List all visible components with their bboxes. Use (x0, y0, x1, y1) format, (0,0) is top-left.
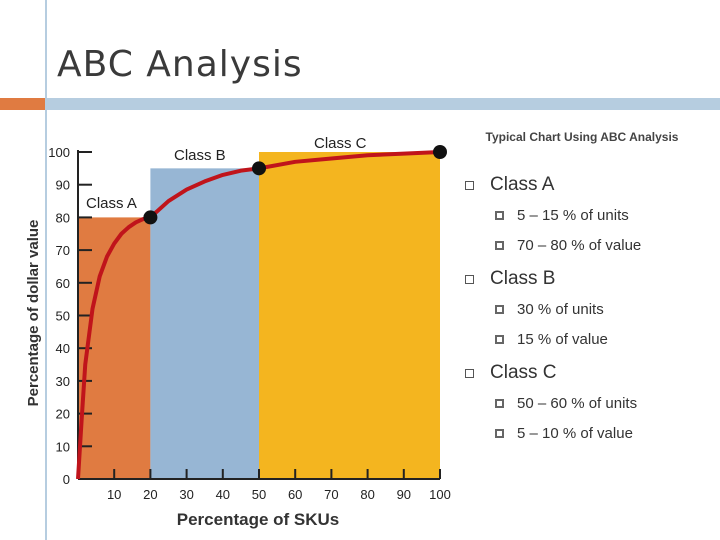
y-tick-label: 100 (48, 145, 70, 160)
x-tick-label: 90 (397, 487, 411, 502)
sub-bullet: 50 – 60 % of units (465, 388, 715, 418)
bullet-class-b: Class B (465, 264, 715, 294)
sub-bullet-text: 50 – 60 % of units (517, 394, 638, 412)
sub-bullet-text: 15 % of value (517, 330, 608, 348)
x-tick-label: 30 (179, 487, 193, 502)
y-tick-label: 10 (56, 439, 70, 454)
y-tick-label: 70 (56, 243, 70, 258)
x-tick-label: 40 (216, 487, 230, 502)
x-tick-label: 80 (360, 487, 374, 502)
decorative-vertical-line (45, 0, 47, 540)
bullet-class-c: Class C (465, 358, 715, 388)
x-tick-label: 50 (252, 487, 266, 502)
region-label: Class B (174, 147, 226, 164)
y-tick-label: 40 (56, 341, 70, 356)
sub-bullet-text: 5 – 10 % of value (517, 424, 633, 442)
y-tick-label: 0 (63, 472, 70, 487)
region-label: Class C (314, 135, 367, 152)
y-tick-label: 60 (56, 276, 70, 291)
sub-bullet: 15 % of value (465, 324, 715, 354)
bullet-square-icon (465, 180, 474, 190)
bullet-label: Class C (490, 362, 557, 383)
y-tick-label: 90 (56, 178, 70, 193)
x-axis-label: Percentage of SKUs (177, 510, 340, 529)
bullet-list: Class A 5 – 15 % of units 70 – 80 % of v… (465, 170, 715, 448)
sub-bullet: 70 – 80 % of value (465, 230, 715, 260)
sub-bullet: 5 – 15 % of units (465, 200, 715, 230)
x-tick-label: 20 (143, 487, 157, 502)
sub-bullet-icon (495, 398, 504, 408)
region-class-c (259, 152, 440, 479)
region-label: Class A (86, 195, 137, 212)
decorative-bar (47, 98, 720, 110)
sub-bullet-text: 5 – 15 % of units (517, 206, 629, 224)
x-tick-label: 10 (107, 487, 121, 502)
y-tick-label: 30 (56, 374, 70, 389)
accent-square (0, 98, 45, 110)
y-tick-label: 80 (56, 210, 70, 225)
y-tick-label: 20 (56, 407, 70, 422)
sub-bullet-icon (495, 240, 504, 250)
curve-point (252, 161, 266, 176)
sub-bullet-text: 30 % of units (517, 300, 604, 318)
x-tick-label: 70 (324, 487, 338, 502)
bullet-class-a: Class A (465, 170, 715, 200)
page-title: ABC Analysis (57, 44, 303, 85)
curve-point (143, 210, 158, 225)
curve-point (433, 145, 447, 159)
sub-bullet: 30 % of units (465, 294, 715, 324)
bullet-label: Class B (490, 268, 556, 289)
x-tick-label: 100 (429, 487, 451, 502)
x-tick-label: 60 (288, 487, 302, 502)
sub-bullet-icon (495, 210, 504, 220)
sub-bullet: 5 – 10 % of value (465, 418, 715, 448)
sub-bullet-icon (495, 428, 504, 438)
bullet-square-icon (465, 368, 474, 378)
sub-bullet-icon (495, 334, 504, 344)
chart-title: Typical Chart Using ABC Analysis (486, 130, 679, 144)
bullet-label: Class A (490, 174, 555, 195)
bullet-square-icon (465, 274, 474, 284)
sub-bullet-icon (495, 304, 504, 314)
sub-bullet-text: 70 – 80 % of value (517, 236, 642, 254)
region-class-b (150, 168, 259, 479)
y-axis-label: Percentage of dollar value (25, 220, 42, 407)
y-tick-label: 50 (56, 309, 70, 324)
